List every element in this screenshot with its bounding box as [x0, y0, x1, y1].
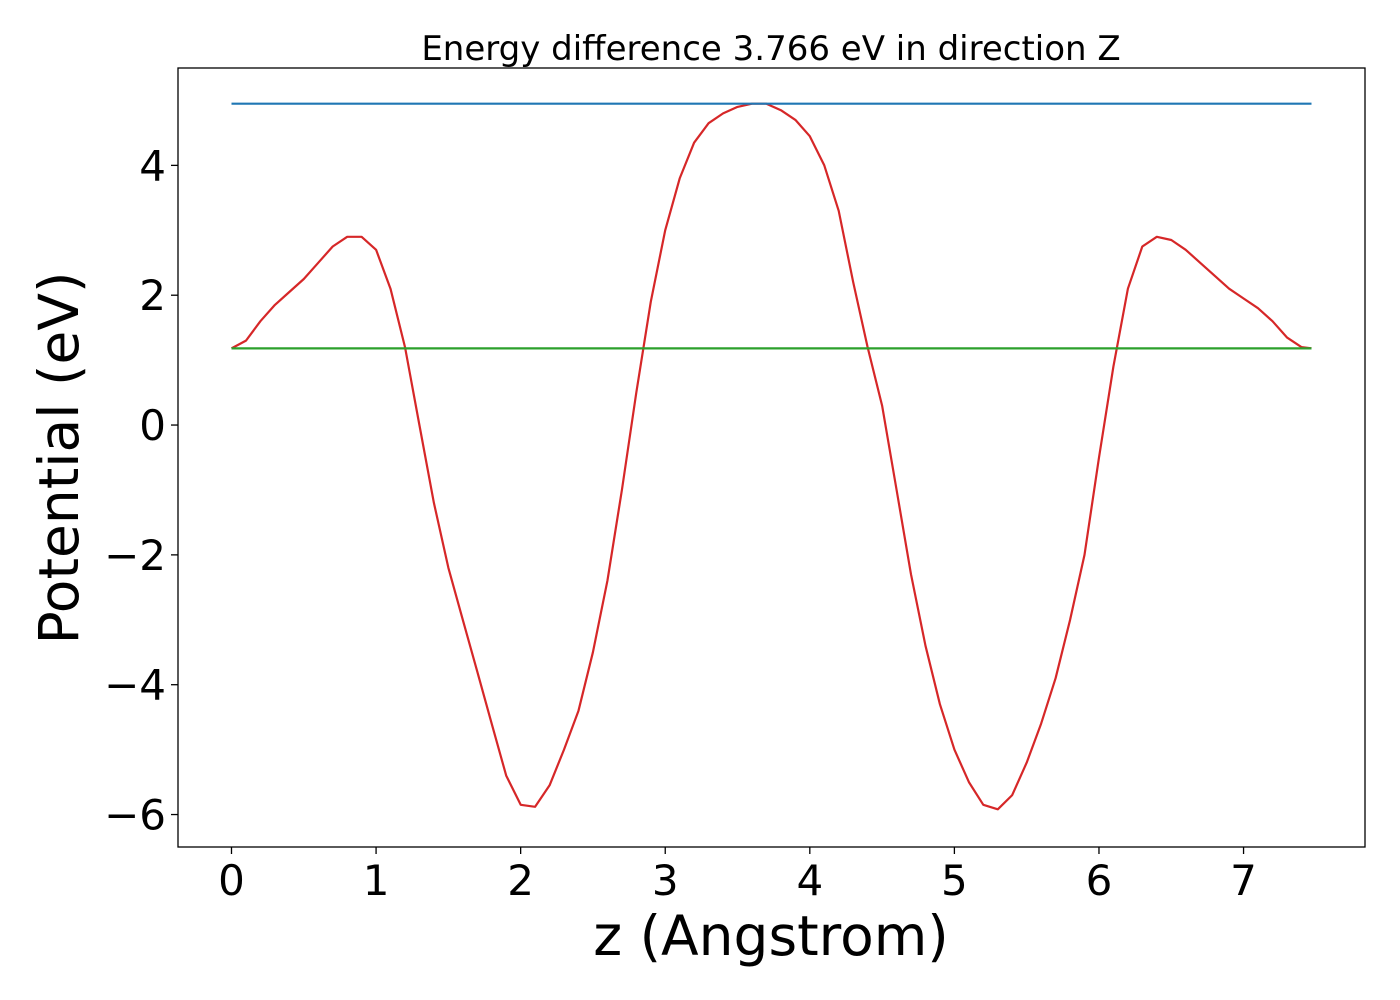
- y-tick-label: −2: [104, 531, 166, 580]
- x-tick-label: 0: [218, 856, 245, 905]
- y-tick-label: 2: [139, 271, 166, 320]
- series-line-0: [230, 102, 1312, 811]
- series-layer: [230, 102, 1312, 811]
- x-tick-label: 6: [1086, 856, 1113, 905]
- x-tick-label: 2: [507, 856, 534, 905]
- y-tick-label: −6: [104, 791, 166, 840]
- chart-title: Energy difference 3.766 eV in direction …: [421, 29, 1120, 69]
- x-tick-label: 3: [652, 856, 679, 905]
- y-tick-label: 0: [139, 401, 166, 450]
- x-tick-label: 7: [1230, 856, 1257, 905]
- y-tick-label: −4: [104, 661, 166, 710]
- y-axis-title: Potential (eV): [27, 272, 91, 645]
- plot-area-frame: [177, 67, 1366, 848]
- x-tick-label: 1: [363, 856, 390, 905]
- y-axis-ticks: −6 −4 −2 0 2 4: [104, 141, 178, 840]
- x-tick-label: 4: [796, 856, 823, 905]
- x-tick-label: 5: [941, 856, 968, 905]
- x-axis-ticks: 0 1 2 3 4 5 6 7: [218, 847, 1257, 905]
- y-tick-label: 4: [139, 141, 166, 190]
- x-axis-title: z (Angstrom): [593, 904, 949, 968]
